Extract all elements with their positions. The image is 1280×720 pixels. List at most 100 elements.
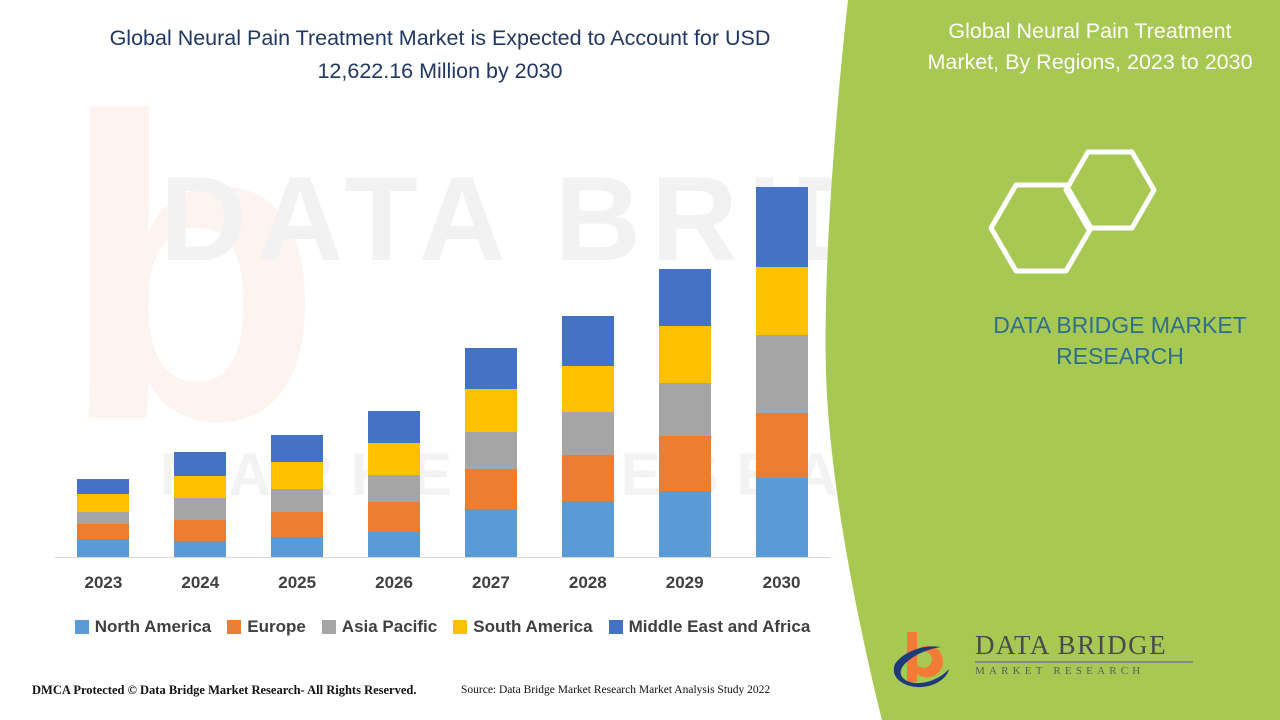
bar-segment-south-america [174, 475, 227, 498]
bar-segment-asia-pacific [755, 335, 808, 413]
bar-segment-south-america [464, 388, 517, 432]
legend-swatch-icon [227, 620, 242, 634]
bar-segment-europe [77, 524, 130, 540]
legend-label: South America [473, 617, 593, 636]
bar-segment-north-america [174, 540, 227, 558]
x-axis-label-2030: 2030 [762, 573, 801, 592]
data-bridge-logo-mark [893, 628, 965, 690]
stacked-bar [561, 316, 614, 558]
dmca-notice: DMCA Protected © Data Bridge Market Rese… [32, 683, 417, 697]
bar-segment-middle-east-and-africa [77, 479, 130, 495]
stacked-bar [755, 187, 808, 558]
bar-segment-north-america [271, 536, 324, 558]
bar-segment-south-america [77, 494, 130, 513]
bar-segment-asia-pacific [561, 411, 614, 456]
logo-wordmark: DATA BRIDGE MARKET RESEARCH [975, 630, 1215, 678]
hex-badge-group [980, 140, 1200, 295]
legend-label: Asia Pacific [341, 617, 438, 636]
stacked-bar [658, 268, 711, 558]
chart-legend: North America Europe Asia Pacific South Ame… [55, 617, 830, 637]
bar-segment-asia-pacific [464, 431, 517, 469]
hex-2023-shape [1063, 149, 1157, 231]
bar-segment-south-america [755, 267, 808, 336]
bar-column-2030 [733, 130, 830, 558]
legend-swatch-icon [608, 620, 623, 634]
legend-label: Middle East and Africa [628, 617, 811, 636]
bar-segment-north-america [368, 532, 421, 558]
bar-segment-europe [368, 502, 421, 533]
right-green-panel [820, 0, 1280, 720]
bar-segment-north-america [561, 501, 614, 558]
bar-segment-north-america [755, 477, 808, 558]
bar-segment-north-america [464, 508, 517, 558]
bar-segment-south-america [368, 443, 421, 475]
x-axis-label-2024: 2024 [181, 573, 220, 592]
panel-title: Global Neural Pain Treatment Market, By … [927, 19, 1253, 74]
bar-segment-south-america [658, 326, 711, 384]
legend-item-middle-east-and-africa[interactable]: Middle East and Africa [608, 617, 811, 637]
bar-segment-asia-pacific [271, 488, 324, 512]
bar-segment-europe [658, 435, 711, 491]
bar-segment-middle-east-and-africa [464, 347, 517, 389]
source-note: Source: Data Bridge Market Research Mark… [461, 684, 771, 696]
x-axis-label-2027: 2027 [472, 573, 510, 592]
legend-item-south-america[interactable]: South America [453, 617, 593, 637]
bar-segment-north-america [658, 490, 711, 558]
bar-segment-middle-east-and-africa [174, 451, 227, 476]
stacked-bars [55, 130, 830, 558]
bar-column-2029 [636, 130, 733, 558]
bar-segment-asia-pacific [77, 512, 130, 525]
bar-column-2023 [55, 130, 152, 558]
bar-segment-europe [174, 519, 227, 541]
logo-divider [975, 661, 1193, 663]
bar-column-2028 [539, 130, 636, 558]
bar-segment-europe [271, 511, 324, 537]
bar-segment-europe [755, 412, 808, 478]
legend-swatch-icon [453, 620, 468, 634]
x-axis-label-2026: 2026 [375, 573, 413, 592]
stacked-bar [368, 411, 421, 558]
legend-item-europe[interactable]: Europe [227, 617, 306, 637]
chart-plot-area [55, 130, 830, 558]
bar-column-2027 [443, 130, 540, 558]
bar-segment-asia-pacific [658, 383, 711, 436]
bar-column-2024 [152, 130, 249, 558]
stacked-bar [174, 451, 227, 558]
hex-2030-shape [988, 182, 1094, 274]
stacked-bar [271, 434, 324, 558]
legend-label: North America [94, 617, 212, 636]
company-logo: DATA BRIDGE MARKET RESEARCH [893, 628, 1223, 690]
bar-segment-middle-east-and-africa [658, 268, 711, 327]
bar-column-2025 [249, 130, 346, 558]
bar-column-2026 [346, 130, 443, 558]
bar-segment-europe [464, 468, 517, 509]
legend-label: Europe [247, 617, 306, 636]
logo-name: DATA BRIDGE [975, 630, 1168, 660]
bar-segment-middle-east-and-africa [755, 187, 808, 268]
stacked-bar [77, 479, 130, 558]
bar-segment-south-america [561, 365, 614, 412]
bar-segment-south-america [271, 461, 324, 489]
chart-title: Global Neural Pain Treatment Market is E… [109, 26, 771, 83]
legend-swatch-icon [74, 620, 89, 634]
panel-brand-text: DATA BRIDGE MARKET RESEARCH [993, 312, 1247, 369]
bar-segment-asia-pacific [368, 474, 421, 503]
bar-segment-europe [561, 455, 614, 502]
x-axis-labels: 2023 2024 2025 2026 2027 2028 2029 2030 [55, 573, 830, 593]
legend-item-north-america[interactable]: North America [74, 617, 212, 637]
x-axis-label-2029: 2029 [665, 573, 704, 592]
logo-subtitle: MARKET RESEARCH [975, 664, 1145, 677]
bar-segment-middle-east-and-africa [561, 316, 614, 366]
stacked-bar [464, 347, 517, 558]
legend-item-asia-pacific[interactable]: Asia Pacific [321, 617, 438, 637]
x-axis-line [55, 557, 830, 558]
bar-segment-middle-east-and-africa [271, 434, 324, 462]
bar-segment-asia-pacific [174, 497, 227, 520]
x-axis-label-2023: 2023 [84, 573, 123, 592]
x-axis-label-2028: 2028 [568, 573, 607, 592]
bar-segment-north-america [77, 539, 130, 558]
x-axis-label-2025: 2025 [278, 573, 317, 592]
bar-segment-middle-east-and-africa [368, 411, 421, 444]
legend-swatch-icon [321, 620, 336, 634]
